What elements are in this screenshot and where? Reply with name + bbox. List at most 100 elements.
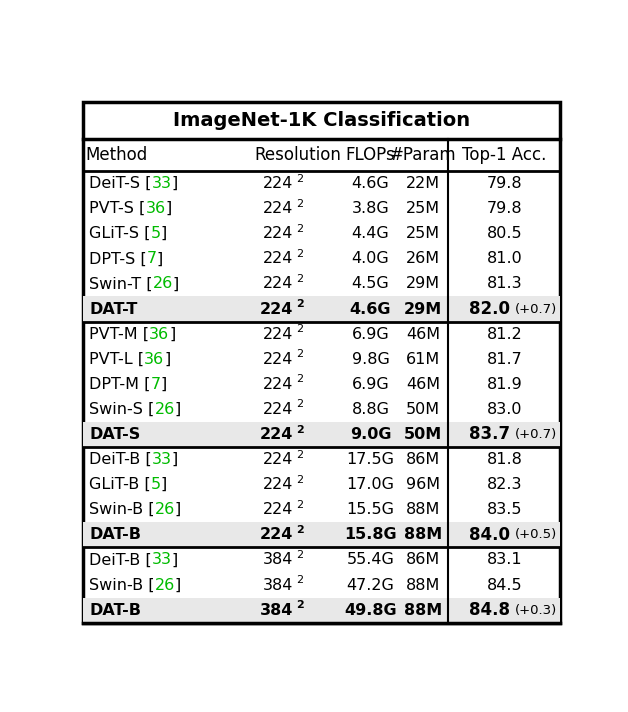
- Text: 2: 2: [296, 375, 303, 384]
- Text: 46M: 46M: [406, 377, 440, 392]
- Text: 5: 5: [151, 226, 161, 241]
- Text: ]: ]: [175, 577, 181, 592]
- Text: 224: 224: [260, 528, 294, 543]
- Text: 82.3: 82.3: [487, 477, 522, 492]
- FancyBboxPatch shape: [84, 296, 560, 322]
- Text: 25M: 25M: [406, 226, 440, 241]
- Text: 7: 7: [147, 251, 157, 266]
- Text: 36: 36: [149, 327, 170, 342]
- Text: DAT-S: DAT-S: [89, 427, 141, 442]
- Text: ]: ]: [173, 276, 179, 291]
- Text: 81.0: 81.0: [487, 251, 522, 266]
- FancyBboxPatch shape: [84, 422, 560, 447]
- Text: ]: ]: [175, 402, 181, 417]
- Text: 224: 224: [263, 377, 294, 392]
- Text: 36: 36: [144, 352, 165, 367]
- Text: Swin-T [: Swin-T [: [89, 276, 153, 291]
- Text: 84.0: 84.0: [469, 526, 511, 544]
- Text: 224: 224: [263, 251, 294, 266]
- Text: 22M: 22M: [406, 176, 440, 191]
- Text: (+0.7): (+0.7): [515, 428, 557, 441]
- Text: 224: 224: [263, 276, 294, 291]
- Text: 86M: 86M: [406, 553, 440, 567]
- Text: 96M: 96M: [406, 477, 440, 492]
- Text: FLOPs: FLOPs: [345, 146, 396, 164]
- Text: (+0.7): (+0.7): [515, 303, 557, 315]
- Text: 81.8: 81.8: [487, 452, 522, 467]
- Text: #Param: #Param: [389, 146, 456, 164]
- Text: 29M: 29M: [404, 301, 442, 317]
- Text: 88M: 88M: [404, 528, 442, 543]
- Text: DeiT-S [: DeiT-S [: [89, 176, 151, 191]
- Text: 26: 26: [154, 577, 175, 592]
- Text: PVT-L [: PVT-L [: [89, 352, 144, 367]
- FancyBboxPatch shape: [84, 597, 560, 623]
- Text: 84.5: 84.5: [487, 577, 522, 592]
- Text: PVT-S [: PVT-S [: [89, 201, 146, 216]
- Text: Resolution: Resolution: [254, 146, 341, 164]
- Text: 2: 2: [296, 450, 303, 460]
- Text: 4.6G: 4.6G: [352, 176, 389, 191]
- FancyBboxPatch shape: [84, 523, 560, 548]
- Text: ]: ]: [161, 226, 167, 241]
- Text: 55.4G: 55.4G: [347, 553, 394, 567]
- Text: DeiT-B [: DeiT-B [: [89, 452, 152, 467]
- Text: Swin-B [: Swin-B [: [89, 502, 154, 518]
- Text: ]: ]: [161, 477, 167, 492]
- Text: 224: 224: [260, 427, 294, 442]
- Text: 224: 224: [263, 176, 294, 191]
- Text: 26: 26: [154, 502, 175, 518]
- Text: 36: 36: [146, 201, 166, 216]
- Text: 79.8: 79.8: [487, 176, 522, 191]
- Text: 26M: 26M: [406, 251, 440, 266]
- Text: 88M: 88M: [406, 502, 440, 518]
- Text: 84.8: 84.8: [469, 601, 511, 619]
- Text: 79.8: 79.8: [487, 201, 522, 216]
- Text: 384: 384: [263, 577, 294, 592]
- Text: 83.5: 83.5: [487, 502, 522, 518]
- Text: 2: 2: [296, 525, 304, 535]
- Text: Swin-B [: Swin-B [: [89, 577, 154, 592]
- Text: ]: ]: [157, 251, 163, 266]
- Text: DAT-T: DAT-T: [89, 301, 138, 317]
- Text: DAT-B: DAT-B: [89, 602, 141, 618]
- Text: Top-1 Acc.: Top-1 Acc.: [462, 146, 546, 164]
- Text: GLiT-S [: GLiT-S [: [89, 226, 151, 241]
- Text: 83.1: 83.1: [487, 553, 522, 567]
- Text: 50M: 50M: [404, 427, 442, 442]
- Text: 83.7: 83.7: [469, 426, 511, 444]
- Text: 6.9G: 6.9G: [352, 377, 389, 392]
- Text: 2: 2: [296, 299, 304, 309]
- Text: 83.0: 83.0: [487, 402, 522, 417]
- Text: 88M: 88M: [404, 602, 442, 618]
- Text: 2: 2: [296, 350, 303, 360]
- Text: DeiT-B [: DeiT-B [: [89, 553, 152, 567]
- Text: 2: 2: [296, 224, 303, 234]
- Text: PVT-M [: PVT-M [: [89, 327, 149, 342]
- Text: 8.8G: 8.8G: [352, 402, 389, 417]
- Text: 82.0: 82.0: [469, 300, 511, 318]
- Text: 4.4G: 4.4G: [352, 226, 389, 241]
- Text: 9.8G: 9.8G: [352, 352, 389, 367]
- Text: 2: 2: [296, 500, 303, 510]
- Text: 2: 2: [296, 324, 303, 334]
- Text: 15.5G: 15.5G: [347, 502, 394, 518]
- Text: 6.9G: 6.9G: [352, 327, 389, 342]
- Text: ]: ]: [161, 377, 167, 392]
- Text: 15.8G: 15.8G: [344, 528, 397, 543]
- Text: 26: 26: [153, 276, 173, 291]
- Text: 80.5: 80.5: [487, 226, 522, 241]
- Text: 49.8G: 49.8G: [344, 602, 397, 618]
- Text: ImageNet-1K Classification: ImageNet-1K Classification: [173, 111, 470, 130]
- Text: 224: 224: [263, 201, 294, 216]
- Text: 81.3: 81.3: [487, 276, 522, 291]
- Text: ]: ]: [166, 201, 172, 216]
- Text: 224: 224: [263, 502, 294, 518]
- Text: 2: 2: [296, 249, 303, 259]
- Text: 81.9: 81.9: [487, 377, 522, 392]
- Text: 224: 224: [263, 452, 294, 467]
- Text: 5: 5: [151, 477, 161, 492]
- Text: 81.7: 81.7: [487, 352, 522, 367]
- Text: ]: ]: [165, 352, 171, 367]
- Text: 61M: 61M: [406, 352, 440, 367]
